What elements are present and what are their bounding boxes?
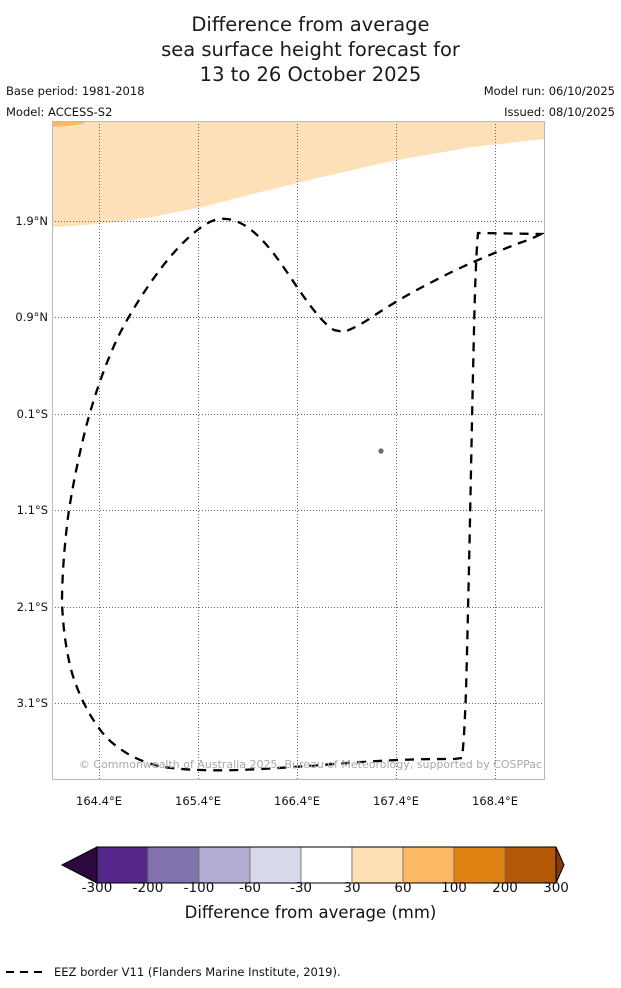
- map-svg: [52, 121, 545, 780]
- model-run-label: Model run: 06/10/2025: [483, 84, 615, 98]
- figure-title: Difference from average sea surface heig…: [161, 13, 460, 86]
- colorbar-extend-high: [555, 846, 565, 884]
- colorbar-tick-label: -200: [132, 880, 164, 896]
- x-tick-label: 167.4°E: [373, 794, 419, 808]
- colorbar-band: [402, 846, 455, 884]
- colorbar-band: [96, 846, 149, 884]
- colorbar-band: [453, 846, 506, 884]
- y-tick-label: 1.9°N: [15, 214, 48, 228]
- x-tick-label: 168.4°E: [472, 794, 518, 808]
- grid-vertical: [99, 121, 496, 780]
- anomaly-band-60-100: [52, 121, 86, 127]
- colorbar-band: [198, 846, 251, 884]
- y-axis-labels: 1.9°N 0.9°N 0.1°S 1.1°S 2.1°S 3.1°S: [0, 121, 48, 780]
- colorbar-tick-label: 200: [492, 880, 518, 896]
- model-label: Model: ACCESS-S2: [6, 105, 113, 119]
- colorbar-band: [504, 846, 557, 884]
- map-plot-area: [52, 121, 545, 780]
- colorbar-band: [300, 846, 353, 884]
- x-tick-label: 165.4°E: [175, 794, 221, 808]
- colorbar-band: [147, 846, 200, 884]
- colorbar-tick-label: 30: [343, 880, 361, 896]
- issued-label: Issued: 08/10/2025: [504, 105, 615, 119]
- colorbar-band: [249, 846, 302, 884]
- colorbar-extend-low: [60, 846, 98, 884]
- colorbar-tick-label: -300: [81, 880, 113, 896]
- colorbar-tick-label: -60: [238, 880, 262, 896]
- colorbar-tick-labels: -300 -200 -100 -60 -30 30 60 100 200 300: [52, 880, 569, 900]
- footer-legend: EEZ border V11 (Flanders Marine Institut…: [4, 962, 617, 982]
- y-tick-label: 0.1°S: [16, 407, 48, 421]
- x-tick-label: 166.4°E: [274, 794, 320, 808]
- grid-horizontal: [52, 221, 545, 704]
- y-tick-label: 3.1°S: [16, 696, 48, 710]
- colorbar-tick-label: -100: [183, 880, 215, 896]
- colorbar-svg: [60, 846, 565, 884]
- y-tick-label: 1.1°S: [16, 503, 48, 517]
- colorbar-title: Difference from average (mm): [184, 903, 437, 922]
- x-axis-labels: 164.4°E 165.4°E 166.4°E 167.4°E 168.4°E: [52, 794, 545, 812]
- eez-border-legend-sample-icon: [6, 971, 46, 973]
- island-marker-icon: [378, 448, 384, 454]
- colorbar: [52, 845, 569, 885]
- colorbar-tick-label: 60: [394, 880, 412, 896]
- colorbar-tick-label: -30: [289, 880, 313, 896]
- eez-border-path: [60, 217, 545, 772]
- colorbar-tick-label: 100: [441, 880, 467, 896]
- y-tick-label: 0.9°N: [15, 310, 48, 324]
- colorbar-tick-label: 300: [543, 880, 569, 896]
- y-tick-label: 2.1°S: [16, 600, 48, 614]
- colorbar-band: [351, 846, 404, 884]
- anomaly-band-30-60: [52, 121, 545, 227]
- base-period-label: Base period: 1981-2018: [6, 84, 145, 98]
- x-tick-label: 164.4°E: [76, 794, 122, 808]
- footer-legend-label: EEZ border V11 (Flanders Marine Institut…: [54, 965, 341, 979]
